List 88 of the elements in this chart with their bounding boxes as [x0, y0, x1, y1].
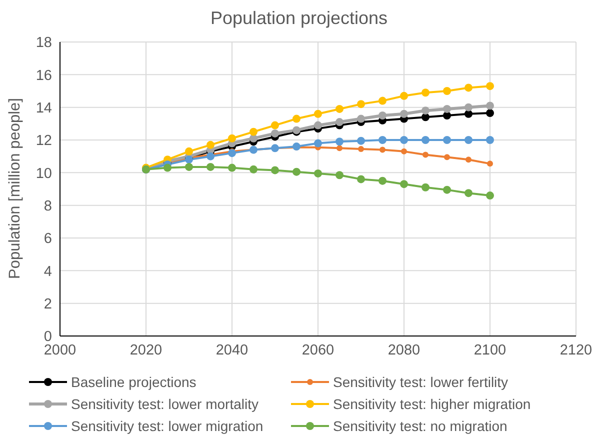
- x-tick-label: 2080: [388, 342, 420, 358]
- point: [464, 84, 472, 92]
- legend-label: Baseline projections: [71, 374, 196, 390]
- x-tick-label: 2100: [474, 342, 506, 358]
- x-tick-label: 2060: [302, 342, 334, 358]
- point: [464, 103, 472, 112]
- point: [314, 169, 322, 178]
- point: [357, 100, 365, 108]
- y-tick-label: 6: [44, 231, 52, 248]
- y-tick-label: 16: [36, 68, 52, 84]
- point: [422, 136, 430, 144]
- x-tick-label: 2120: [560, 342, 592, 358]
- legend-label: Sensitivity test: lower fertility: [333, 374, 508, 390]
- point: [250, 165, 258, 174]
- point: [271, 166, 279, 174]
- point: [400, 180, 408, 188]
- point: [358, 146, 364, 152]
- point: [464, 136, 472, 144]
- point: [422, 152, 428, 158]
- point: [206, 162, 214, 171]
- point: [357, 114, 365, 123]
- point: [206, 140, 214, 149]
- point: [314, 110, 322, 118]
- point: [443, 87, 451, 95]
- y-tick-label: 2: [44, 296, 52, 312]
- point: [228, 164, 236, 172]
- point: [378, 176, 386, 185]
- chart-title: Population projections: [209, 8, 389, 29]
- point: [380, 146, 386, 153]
- point: [250, 134, 258, 142]
- point: [206, 152, 214, 160]
- point: [292, 114, 300, 123]
- point: [378, 112, 386, 120]
- point: [443, 104, 451, 113]
- y-tick-label: 8: [44, 198, 52, 214]
- point: [378, 136, 386, 144]
- point: [378, 96, 386, 105]
- point: [422, 88, 430, 97]
- point: [401, 148, 407, 154]
- point: [422, 113, 430, 122]
- point: [357, 175, 365, 184]
- point: [422, 106, 430, 115]
- point: [164, 164, 172, 172]
- y-tick-label: 4: [44, 264, 52, 280]
- point: [228, 134, 236, 142]
- point: [185, 147, 193, 156]
- point: [466, 156, 472, 163]
- y-tick-label: 14: [36, 100, 52, 116]
- legend-label: Sensitivity test: higher migration: [333, 396, 531, 412]
- point: [185, 162, 193, 171]
- point: [400, 136, 408, 144]
- point: [228, 149, 236, 158]
- point: [443, 112, 451, 120]
- point: [314, 139, 322, 148]
- point: [357, 136, 365, 145]
- point: [314, 121, 322, 130]
- y-axis-title: Population [million people]: [6, 98, 24, 279]
- x-tick-label: 2040: [216, 342, 248, 358]
- point: [292, 168, 300, 176]
- legend-label: Sensitivity test: lower mortality: [71, 396, 258, 412]
- y-tick-label: 10: [36, 166, 52, 182]
- point: [486, 192, 494, 200]
- x-tick-label: 2020: [130, 342, 162, 358]
- point: [486, 109, 494, 118]
- point: [271, 121, 279, 130]
- point: [336, 104, 344, 113]
- y-tick-label: 18: [36, 35, 52, 52]
- point: [486, 82, 494, 90]
- y-tick-label: 12: [36, 133, 52, 150]
- point: [422, 183, 430, 192]
- point: [464, 189, 472, 198]
- point: [486, 136, 494, 144]
- point: [486, 102, 494, 110]
- point: [336, 171, 344, 180]
- legend-label: Sensitivity test: lower migration: [71, 418, 264, 434]
- point: [487, 160, 493, 167]
- legend-label: Sensitivity test: no migration: [333, 418, 508, 434]
- point: [336, 138, 344, 146]
- point: [336, 118, 344, 126]
- point: [443, 186, 451, 194]
- point: [464, 110, 472, 118]
- point: [250, 128, 258, 136]
- point: [336, 145, 342, 152]
- point: [400, 92, 408, 100]
- point: [444, 154, 450, 160]
- point: [443, 136, 451, 144]
- point: [400, 110, 408, 118]
- point: [271, 129, 279, 138]
